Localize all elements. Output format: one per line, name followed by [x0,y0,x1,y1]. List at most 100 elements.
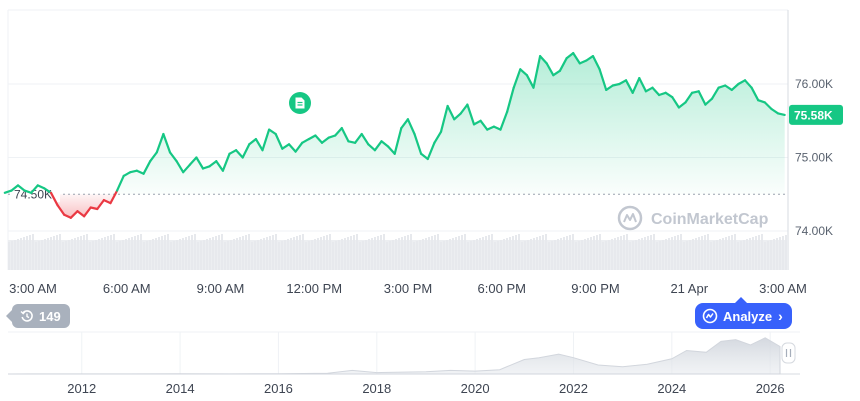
price-line-segment [56,204,66,216]
volume-bar [572,234,574,270]
volume-bar [47,238,49,270]
price-line-segment [578,59,588,65]
price-line-segment [367,143,376,152]
volume-bar [80,236,82,270]
price-line-segment [439,104,449,133]
volume-bar [239,237,241,270]
volume-bar [545,234,547,270]
volume-bar [191,235,193,270]
volume-bar [506,238,508,270]
volume-bar [269,236,271,270]
price-line-segment [512,68,522,89]
year-tick-label: 2024 [657,381,686,396]
price-line-segment [89,206,99,211]
volume-bar [449,239,451,270]
price-line-segment [585,54,595,62]
volume-bar [485,236,487,270]
volume-bar [503,239,505,270]
volume-bar [194,234,196,270]
price-line-segment [261,128,271,152]
news-marker[interactable] [289,92,311,114]
price-line-segment [274,132,284,150]
volume-bar [401,237,403,270]
volume-bar [233,239,235,270]
price-line-segment [30,184,39,194]
price-line-segment [307,134,317,141]
volume-bar [395,239,397,270]
price-line-segment [142,160,152,175]
volume-bar [581,240,583,270]
price-line-segment [109,189,119,205]
price-line-segment [677,101,687,109]
volume-bar [65,241,67,270]
price-line-segment [287,143,297,153]
volume-bar [497,241,499,270]
volume-bar [533,238,535,270]
volume-bar [257,240,259,270]
volume-bar [710,242,712,270]
volume-bar [527,240,529,270]
history-year-axis: 2012 2014 2016 2018 2020 2022 2024 2026 [67,381,784,396]
volume-bar [176,240,178,270]
price-line-segment [446,104,456,121]
volume-bar [560,238,562,270]
volume-bar [554,240,556,270]
volume-bar [611,239,613,270]
volume-bar [314,239,316,270]
volume-bar [524,241,526,270]
price-line-segment [492,125,502,131]
price-line-segment [605,84,614,92]
volume-bar [221,234,223,270]
volume-bar [701,236,703,270]
price-line-segment [360,132,370,146]
year-tick-label: 2018 [362,381,391,396]
volume-bar [116,242,118,270]
price-line-segment [750,86,760,102]
price-line-segment [532,54,542,89]
price-line-segment [129,169,138,174]
price-line-segment [770,107,780,115]
volume-bar [206,239,208,270]
price-line-segment [3,189,13,194]
volume-bar [713,241,715,270]
volume-bar [164,235,166,270]
history-count-badge[interactable]: 149 [6,304,70,328]
navigator-handle[interactable] [781,342,796,364]
volume-bar [596,235,598,270]
volume-bar [413,242,415,270]
volume-bar [323,236,325,270]
history-navigator[interactable] [7,331,800,375]
volume-bar [674,236,676,270]
volume-bar [350,236,352,270]
up-area [4,53,785,195]
price-line-segment [301,138,310,144]
chevron-right-icon: › [778,308,783,324]
year-tick-label: 2016 [264,381,293,396]
volume-bar [245,235,247,270]
volume-bar [728,236,730,270]
volume-bar [98,239,100,270]
volume-bar [185,237,187,270]
volume-bar [161,236,163,270]
analyze-button[interactable]: Analyze › [695,297,792,329]
price-line-segment [472,119,482,126]
price-line-segment [624,79,634,94]
volume-bar [530,239,532,270]
volume-bar [317,238,319,270]
volume-bar [383,234,385,270]
price-line-segment [201,165,211,170]
volume-bar [320,237,322,270]
current-price-label: 75.58K [794,108,833,122]
volume-bar [722,238,724,270]
price-line-segment [671,96,681,109]
volume-bar [137,235,139,270]
volume-bar [209,238,211,270]
price-line-segment [552,69,562,77]
volume-bar [68,240,70,270]
volume-bar [428,237,430,270]
volume-bar [488,235,490,270]
volume-bar [644,237,646,270]
price-line-segment [420,152,429,161]
price-line-segment [611,82,621,87]
